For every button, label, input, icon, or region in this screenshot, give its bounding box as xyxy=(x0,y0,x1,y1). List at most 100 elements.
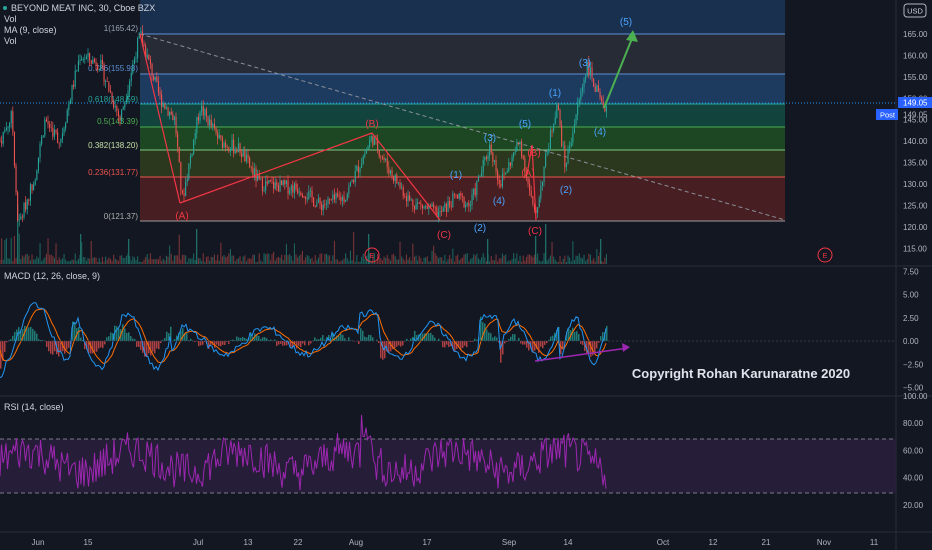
volume-bar xyxy=(178,234,180,264)
volume-bar xyxy=(405,254,407,264)
price-candle xyxy=(602,100,604,106)
price-candle xyxy=(453,193,455,195)
macd-histogram-bar xyxy=(58,341,60,357)
volume-bar xyxy=(404,260,406,264)
price-candle xyxy=(121,109,123,121)
macd-histogram-bar xyxy=(444,341,446,348)
volume-bar xyxy=(417,260,419,264)
macd-histogram-bar xyxy=(72,321,74,341)
currency-badge[interactable] xyxy=(903,3,927,18)
volume-bar xyxy=(394,256,396,264)
time-axis[interactable]: Jun 15 Jul 13 22 Aug 17 Sep 14 Oct 12 21 Nov 11 xyxy=(32,538,879,547)
volume-bar xyxy=(17,204,19,264)
macd-histogram-bar xyxy=(40,339,42,341)
volume-bar xyxy=(128,239,130,264)
arrow-head-green xyxy=(626,30,638,42)
macd-histogram-bar xyxy=(542,341,544,349)
price-candle xyxy=(372,135,374,146)
volume-bar xyxy=(545,224,547,264)
price-candle xyxy=(169,111,171,116)
wave-5-arrow[interactable] xyxy=(603,35,634,109)
macd-histogram-bar xyxy=(598,341,600,343)
price-candle xyxy=(508,162,510,171)
price-candle xyxy=(263,190,265,192)
price-candle xyxy=(460,193,462,196)
time-tick-label: 13 xyxy=(244,538,253,547)
volume-bar xyxy=(319,253,321,264)
volume-bar xyxy=(236,259,238,264)
volume-bar xyxy=(239,256,241,264)
price-candle xyxy=(249,157,251,167)
macd-histogram-bar xyxy=(274,339,276,341)
volume-bar xyxy=(47,238,49,264)
price-candle xyxy=(124,101,126,108)
volume-bar xyxy=(245,261,247,264)
price-candle xyxy=(305,197,307,200)
volume-bar xyxy=(253,254,255,264)
volume-bar xyxy=(218,260,220,264)
price-axis[interactable]: 165.00160.00155.00150.00145.00140.00135.… xyxy=(903,30,928,510)
price-candle xyxy=(217,132,219,139)
price-candle xyxy=(497,171,499,180)
price-candle xyxy=(74,70,76,87)
price-candle xyxy=(567,148,569,164)
legend-line[interactable]: Vol xyxy=(4,14,17,24)
volume-bar xyxy=(33,259,35,264)
price-candle xyxy=(324,204,326,206)
macd-histogram-bar xyxy=(370,335,372,341)
price-candle xyxy=(149,59,151,64)
macd-histogram-bar xyxy=(6,341,8,343)
volume-bar xyxy=(469,259,471,264)
price-candle xyxy=(140,31,142,33)
volume-bar xyxy=(396,259,398,264)
volume-bar xyxy=(303,260,305,264)
volume-bar xyxy=(68,261,70,264)
volume-bar xyxy=(146,254,148,264)
volume-bar xyxy=(343,258,345,264)
macd-histogram-bar xyxy=(596,341,598,349)
macd-histogram-bar xyxy=(314,337,316,341)
event-marker-circle[interactable] xyxy=(364,247,380,263)
macd-histogram-bar xyxy=(158,341,160,350)
macd-histogram-bar xyxy=(548,339,550,341)
macd-histogram-bar xyxy=(232,339,234,341)
volume-bar xyxy=(193,253,195,264)
price-candle xyxy=(103,63,105,82)
macd-histogram-bar xyxy=(226,341,228,342)
macd-histogram-bar xyxy=(532,341,534,353)
macd-histogram-bar xyxy=(510,336,512,341)
volume-bar xyxy=(372,254,374,264)
volume-bar xyxy=(503,255,505,264)
price-tick-label: 115.00 xyxy=(903,244,927,253)
macd-title[interactable]: MACD (12, 26, close, 9) xyxy=(4,271,100,281)
price-candle xyxy=(114,106,116,108)
wave-abc-red-2[interactable] xyxy=(526,144,537,221)
legend-line[interactable]: MA (9, close) xyxy=(4,25,57,35)
macd-divergence-arrow[interactable] xyxy=(534,347,629,362)
macd-histogram-bar xyxy=(82,339,84,341)
volume-bar xyxy=(117,261,119,264)
volume-bar xyxy=(268,253,270,264)
price-candle xyxy=(481,172,483,177)
event-marker-circle[interactable] xyxy=(817,247,833,263)
legend-symbol[interactable]: BEYOND MEAT INC, 30, Cboe BZX xyxy=(11,3,155,13)
wave-abc-red[interactable] xyxy=(179,132,441,221)
volume-bar xyxy=(138,261,140,264)
price-candle xyxy=(180,162,182,191)
volume-bar xyxy=(335,259,337,264)
volume-bar xyxy=(113,254,115,264)
rsi-band-fill xyxy=(0,439,896,493)
rsi-title[interactable]: RSI (14, close) xyxy=(4,402,64,412)
volume-bar xyxy=(498,258,500,264)
price-candle xyxy=(133,58,135,64)
price-candle xyxy=(196,117,198,134)
price-candle xyxy=(325,203,327,206)
legend-line[interactable]: Vol xyxy=(4,36,17,46)
wave-a-drop[interactable] xyxy=(139,33,181,204)
price-candle xyxy=(141,31,143,45)
volume-bar xyxy=(429,261,431,264)
volume-bar xyxy=(149,253,151,264)
volume-bar xyxy=(453,261,455,264)
fib-label: 1(165.42) xyxy=(104,24,139,33)
